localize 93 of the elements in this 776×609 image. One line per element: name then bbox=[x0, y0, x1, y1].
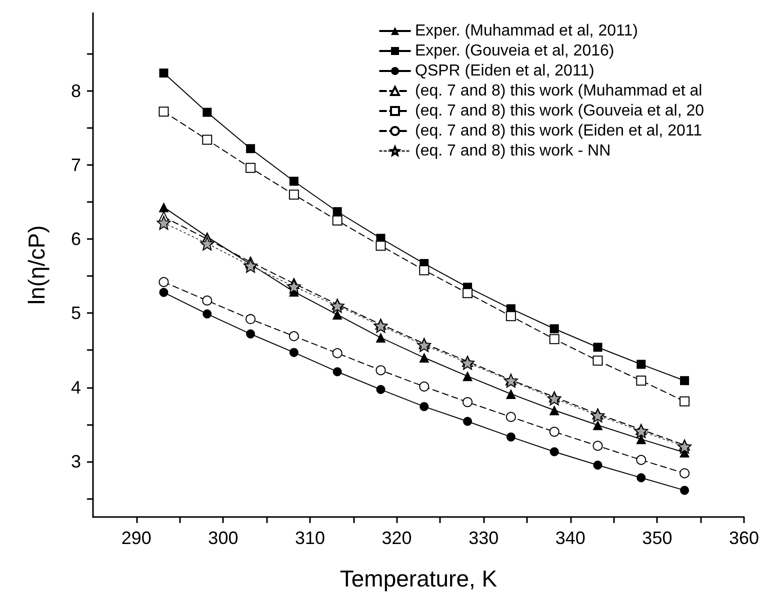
point bbox=[376, 240, 386, 251]
point bbox=[678, 440, 692, 454]
point bbox=[158, 202, 169, 212]
point bbox=[376, 365, 386, 376]
y-tick-label: 6 bbox=[70, 229, 81, 250]
point bbox=[506, 412, 516, 422]
x-tick-label: 310 bbox=[294, 528, 326, 548]
point bbox=[636, 376, 646, 386]
legend-label: (eq. 7 and 8) this work (Eiden et al, 2011 bbox=[415, 122, 702, 140]
point bbox=[460, 356, 475, 370]
x-axis-title: Temperature, K bbox=[340, 566, 498, 592]
point bbox=[506, 388, 516, 399]
point bbox=[330, 298, 344, 313]
point bbox=[419, 352, 430, 363]
point bbox=[246, 162, 256, 173]
point bbox=[636, 473, 646, 482]
point bbox=[288, 331, 299, 342]
point bbox=[332, 367, 342, 376]
point bbox=[419, 265, 430, 276]
point bbox=[636, 454, 646, 465]
point bbox=[592, 440, 603, 451]
point bbox=[419, 382, 430, 392]
point bbox=[590, 408, 605, 422]
point bbox=[462, 288, 473, 298]
point bbox=[680, 486, 690, 495]
point bbox=[288, 190, 299, 200]
point bbox=[592, 420, 603, 430]
y-tick-label: 4 bbox=[70, 377, 81, 398]
point bbox=[158, 106, 169, 117]
legend-label: (eq. 7 and 8) this work (Gouveia et al, 20 bbox=[415, 102, 704, 120]
point bbox=[636, 360, 646, 369]
point bbox=[332, 207, 342, 216]
point bbox=[159, 68, 168, 78]
x-tick-label: 350 bbox=[642, 528, 672, 548]
point bbox=[593, 342, 602, 352]
point bbox=[593, 460, 602, 470]
x-tick-label: 360 bbox=[728, 528, 760, 548]
point bbox=[374, 318, 388, 333]
point bbox=[376, 385, 386, 394]
point bbox=[462, 371, 473, 382]
point bbox=[549, 405, 560, 416]
point bbox=[636, 434, 646, 444]
point bbox=[289, 176, 298, 186]
point bbox=[156, 216, 171, 230]
point bbox=[550, 447, 559, 456]
point bbox=[549, 426, 560, 437]
point bbox=[246, 314, 256, 324]
point bbox=[462, 397, 473, 408]
point bbox=[506, 311, 516, 322]
y-tick-label: 3 bbox=[70, 451, 81, 472]
point bbox=[202, 309, 212, 318]
point bbox=[202, 134, 212, 145]
x-tick-label: 300 bbox=[208, 528, 238, 548]
x-tick-label: 320 bbox=[382, 528, 412, 548]
point bbox=[246, 329, 256, 338]
point bbox=[286, 279, 301, 294]
y-axis-title: ln(η/cP) bbox=[24, 225, 50, 305]
x-tick-label: 340 bbox=[555, 528, 586, 548]
point bbox=[159, 288, 168, 297]
legend-label: (eq. 7 and 8) this work - NN bbox=[415, 142, 611, 160]
y-tick-label: 7 bbox=[70, 154, 81, 175]
x-tick-label: 330 bbox=[468, 528, 499, 548]
legend-label: QSPR (Eiden et al, 2011) bbox=[415, 62, 594, 80]
point bbox=[289, 348, 298, 357]
point bbox=[506, 432, 516, 442]
legend-label: (eq. 7 and 8) this work (Muhammad et al bbox=[415, 82, 702, 100]
point bbox=[158, 277, 169, 288]
point bbox=[680, 468, 690, 478]
point bbox=[200, 236, 214, 251]
point bbox=[332, 310, 342, 320]
point bbox=[202, 108, 212, 117]
point bbox=[246, 144, 256, 154]
y-tick-label: 5 bbox=[70, 303, 81, 324]
x-tick-label: 290 bbox=[121, 528, 152, 548]
point bbox=[550, 324, 559, 334]
point bbox=[549, 334, 560, 344]
point bbox=[634, 424, 648, 438]
point bbox=[680, 376, 690, 386]
point bbox=[547, 391, 562, 406]
y-tick-label: 8 bbox=[70, 80, 81, 101]
point bbox=[592, 356, 603, 366]
point bbox=[332, 216, 342, 226]
point bbox=[332, 348, 342, 358]
point bbox=[420, 402, 429, 412]
legend-label: Exper. (Muhammad et al, 2011) bbox=[415, 22, 638, 40]
point bbox=[202, 296, 212, 306]
point bbox=[463, 416, 472, 426]
point bbox=[376, 332, 386, 343]
point bbox=[244, 258, 258, 273]
point bbox=[417, 338, 432, 352]
legend-label: Exper. (Gouveia et al, 2016) bbox=[415, 42, 614, 60]
point bbox=[680, 396, 690, 406]
point bbox=[504, 374, 518, 388]
